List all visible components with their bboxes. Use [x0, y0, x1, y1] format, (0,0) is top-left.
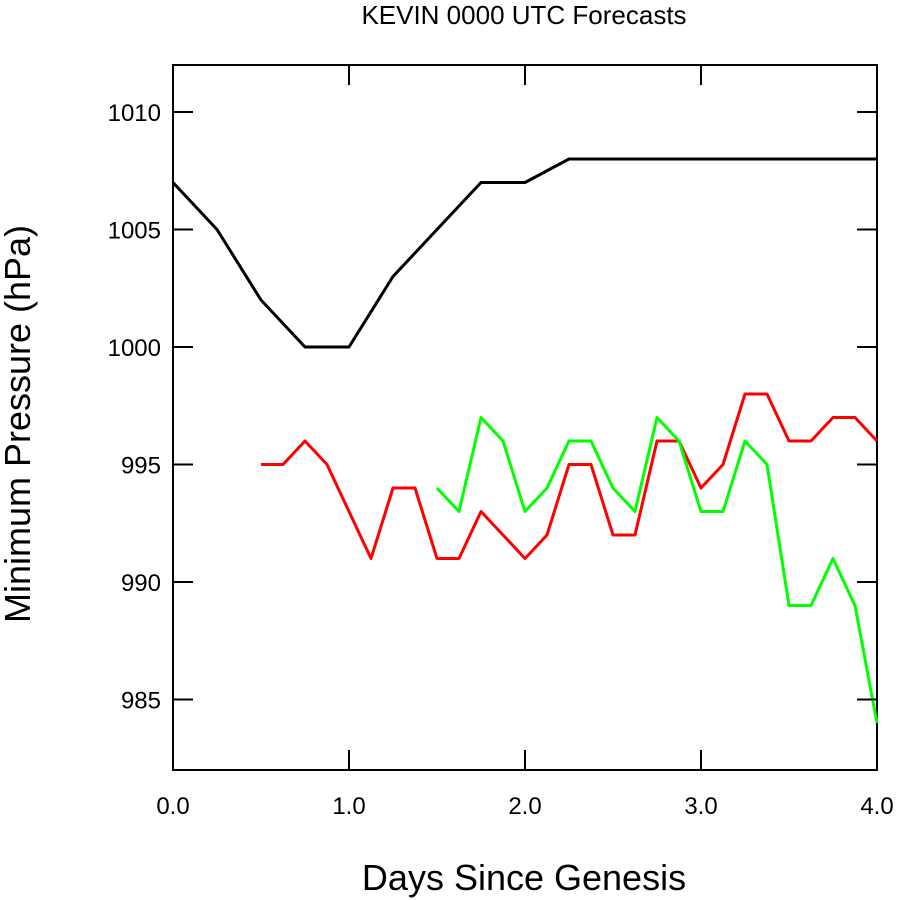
x-tick-label: 1.0	[332, 793, 365, 820]
chart-title: KEVIN 0000 UTC Forecasts	[361, 0, 686, 30]
x-tick-label: 3.0	[684, 793, 717, 820]
y-tick-label: 1010	[108, 100, 161, 127]
y-tick-label: 1000	[108, 335, 161, 362]
series-line-2	[261, 392, 879, 560]
x-tick-label: 4.0	[860, 793, 893, 820]
plot-area	[172, 64, 878, 771]
x-tick-label: 2.0	[508, 793, 541, 820]
x-tick-label: 0.0	[156, 793, 189, 820]
y-axis-title: Minimum Pressure (hPa)	[0, 225, 38, 623]
plot-frame	[172, 64, 878, 771]
y-tick-label: 990	[121, 570, 161, 597]
x-axis-title: Days Since Genesis	[362, 857, 686, 898]
y-tick-label: 1005	[108, 218, 161, 245]
series-line-1	[171, 157, 877, 349]
ticks-layer: 0.0 1.0 2.0 3.0 4.0 985 990 995 1000 1005 1010	[108, 65, 894, 820]
y-tick-label: 985	[121, 688, 161, 715]
series-line-3	[435, 416, 879, 724]
y-tick-label: 995	[121, 453, 161, 480]
series-layer	[171, 157, 879, 724]
